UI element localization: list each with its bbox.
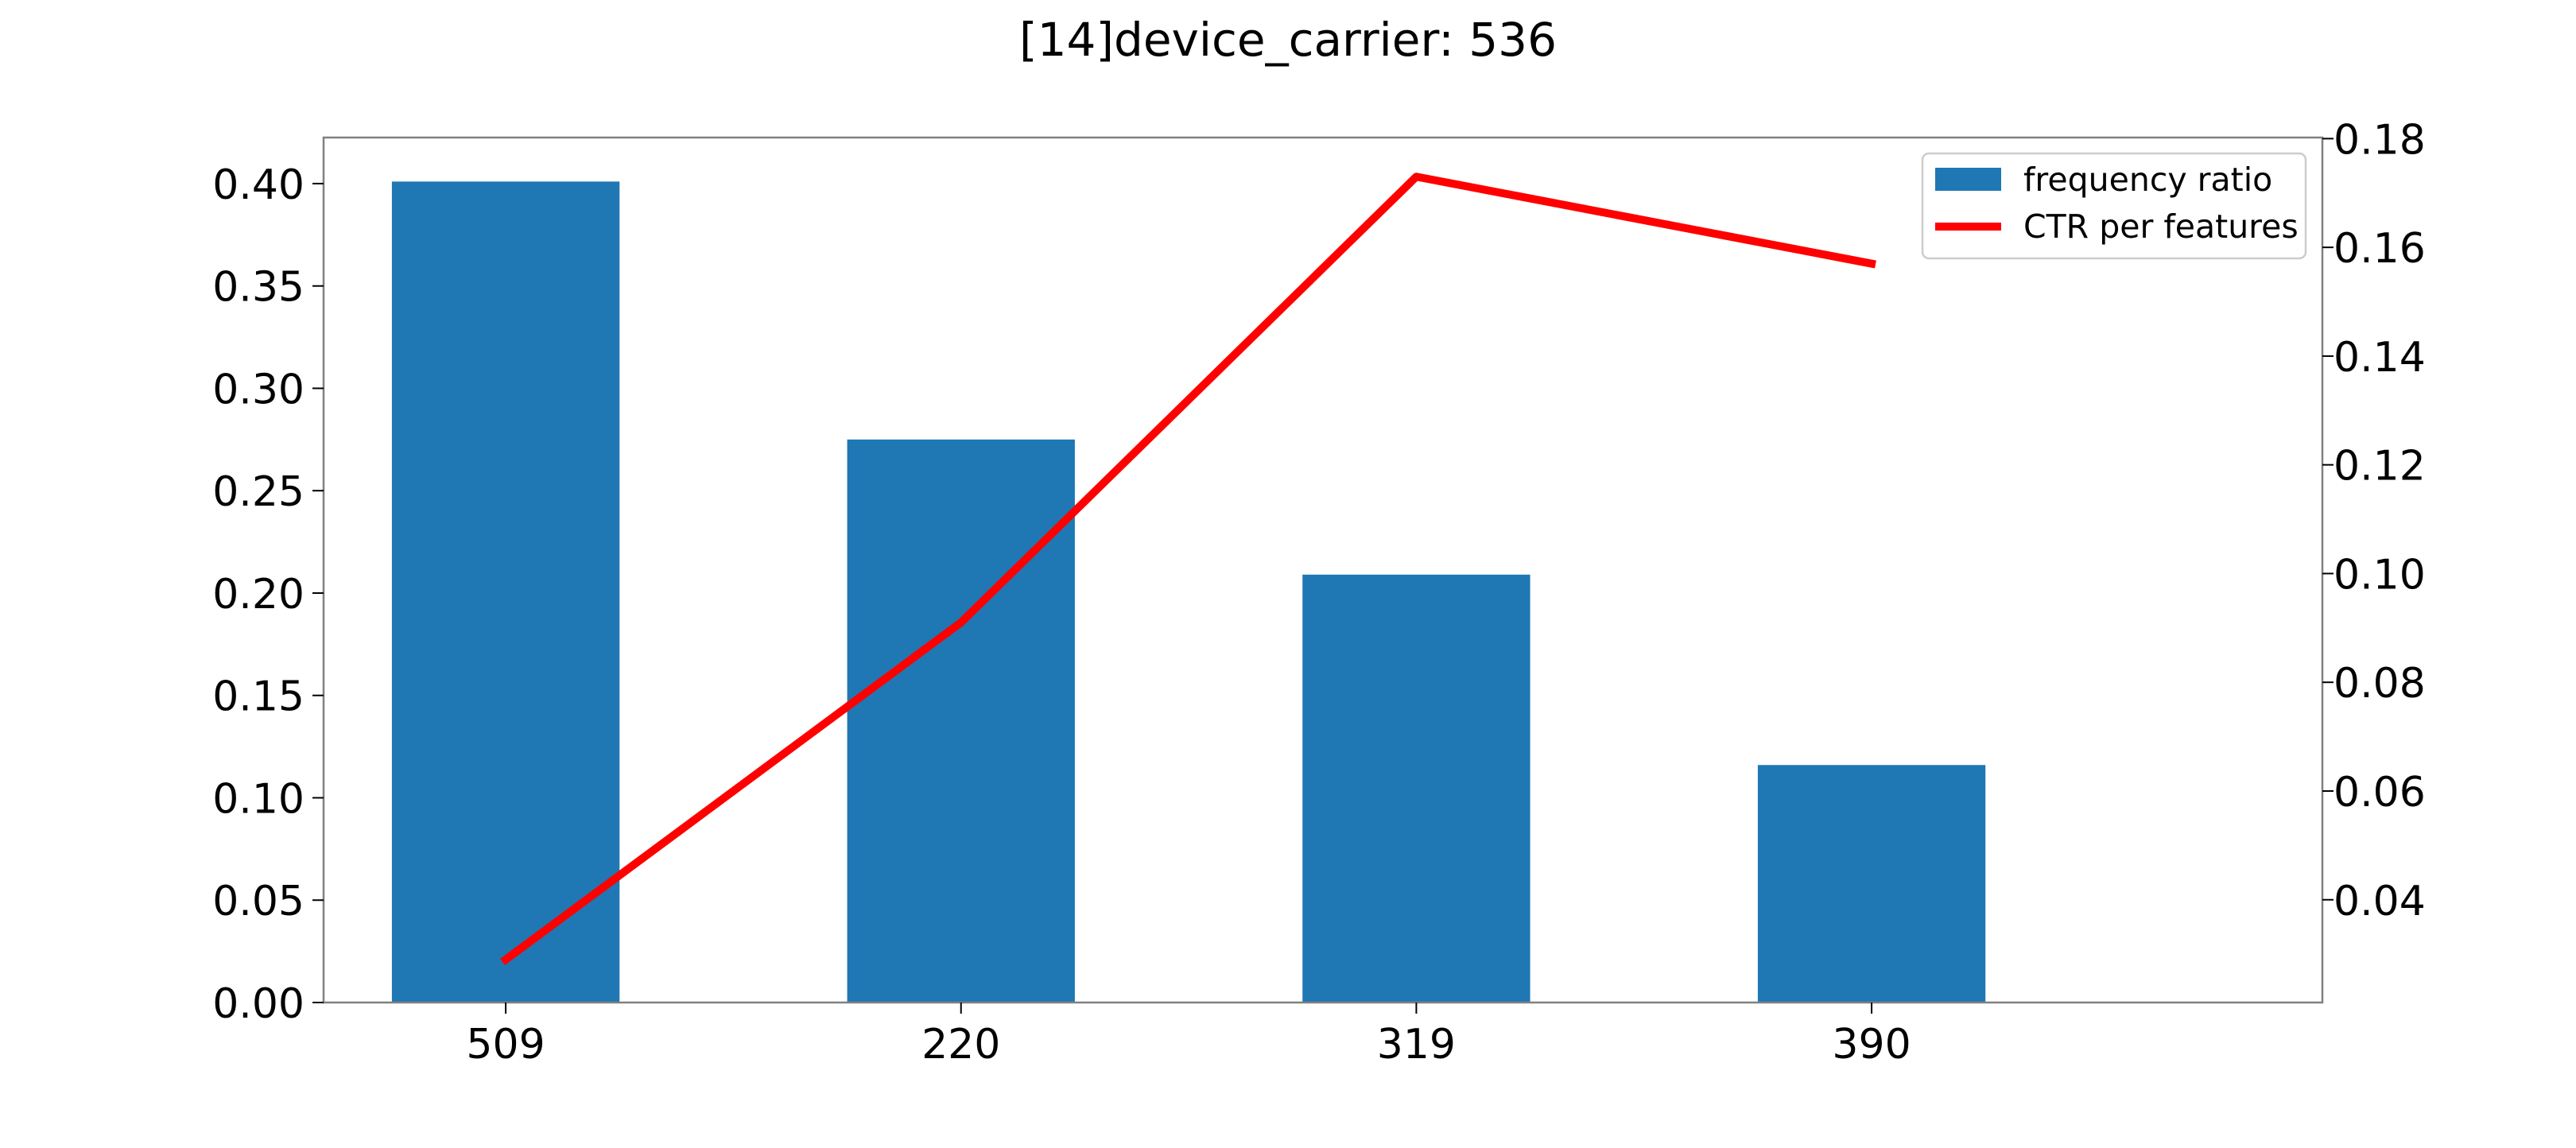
- left-tick-label: 0.35: [212, 264, 305, 312]
- right-tick-label: 0.14: [2334, 334, 2426, 382]
- bar-220: [848, 440, 1075, 1003]
- bar-319: [1302, 575, 1530, 1003]
- right-tick-label: 0.04: [2334, 878, 2426, 925]
- x-tick-label: 390: [1832, 1021, 1911, 1068]
- left-tick-label: 0.30: [212, 366, 305, 413]
- legend-bar-swatch: [1935, 168, 2001, 191]
- left-tick-label: 0.00: [212, 980, 305, 1028]
- legend: frequency ratio CTR per features: [1922, 153, 2306, 258]
- left-tick-label: 0.25: [212, 468, 305, 516]
- left-tick-label: 0.40: [212, 161, 305, 209]
- right-tick-label: 0.18: [2334, 116, 2426, 164]
- x-tick-label: 509: [466, 1021, 545, 1068]
- legend-label-frequency-ratio: frequency ratio: [2023, 161, 2272, 199]
- left-tick-label: 0.05: [212, 878, 305, 925]
- right-tick-label: 0.08: [2334, 660, 2426, 708]
- legend-label-ctr-per-features: CTR per features: [2023, 207, 2299, 246]
- left-tick-label: 0.20: [212, 571, 305, 619]
- right-tick-label: 0.12: [2334, 443, 2426, 491]
- left-tick-label: 0.10: [212, 775, 305, 823]
- right-tick-label: 0.06: [2334, 769, 2426, 816]
- bar-509: [392, 181, 619, 1003]
- bar-390: [1758, 765, 1985, 1003]
- chart-title: [14]device_carrier: 536: [1019, 13, 1557, 67]
- right-tick-label: 0.16: [2334, 225, 2426, 273]
- right-tick-label: 0.10: [2334, 551, 2426, 599]
- x-tick-label: 319: [1377, 1021, 1456, 1068]
- left-tick-label: 0.15: [212, 673, 305, 721]
- x-tick-label: 220: [921, 1021, 1000, 1068]
